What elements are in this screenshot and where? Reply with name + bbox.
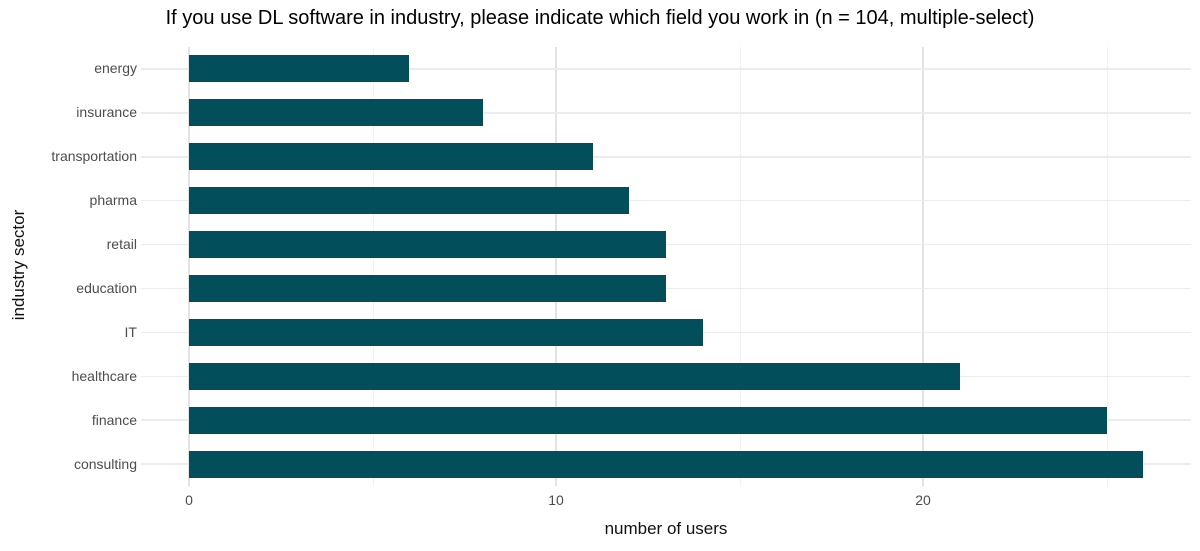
y-axis-title-text: industry sector [9, 209, 28, 321]
y-major-gridline [141, 112, 1191, 114]
x-major-gridline [188, 47, 190, 486]
bar-transportation [189, 143, 593, 171]
bar-finance [189, 406, 1107, 434]
bar-energy [189, 55, 410, 83]
y-tick-label-pharma: pharma [89, 192, 137, 209]
bar-pharma [189, 187, 630, 215]
y-major-gridline [141, 199, 1191, 202]
x-major-gridline [922, 47, 924, 486]
x-minor-gridline [739, 47, 741, 486]
y-tick-label-retail: retail [106, 236, 137, 253]
y-tick-label-energy: energy [94, 60, 137, 77]
y-tick-label-insurance: insurance [76, 104, 137, 121]
bar-retail [189, 231, 667, 259]
bar-consulting [189, 450, 1144, 478]
y-major-gridline [141, 68, 1191, 70]
x-tick-label-0: 0 [185, 492, 193, 508]
y-tick-label-healthcare: healthcare [71, 367, 137, 384]
x-tick-label-20: 20 [915, 492, 931, 508]
x-axis-title: number of users [604, 519, 728, 538]
y-tick-label-finance: finance [91, 411, 137, 428]
y-tick-label-IT: IT [124, 323, 137, 340]
plot-panel [141, 47, 1191, 486]
x-major-gridline [555, 47, 557, 486]
y-tick-label-education: education [76, 279, 137, 296]
x-minor-gridline [372, 47, 374, 486]
chart-title: If you use DL software in industry, plea… [165, 7, 1035, 29]
bar-insurance [189, 99, 483, 127]
bar-IT [189, 318, 703, 346]
y-major-gridline [141, 156, 1191, 158]
y-tick-label-consulting: consulting [73, 455, 137, 472]
y-tick-label-transportation: transportation [51, 148, 137, 165]
bar-education [189, 274, 667, 302]
x-tick-label-10: 10 [548, 492, 564, 508]
x-minor-gridline [1106, 47, 1108, 486]
bar-healthcare [189, 362, 960, 390]
